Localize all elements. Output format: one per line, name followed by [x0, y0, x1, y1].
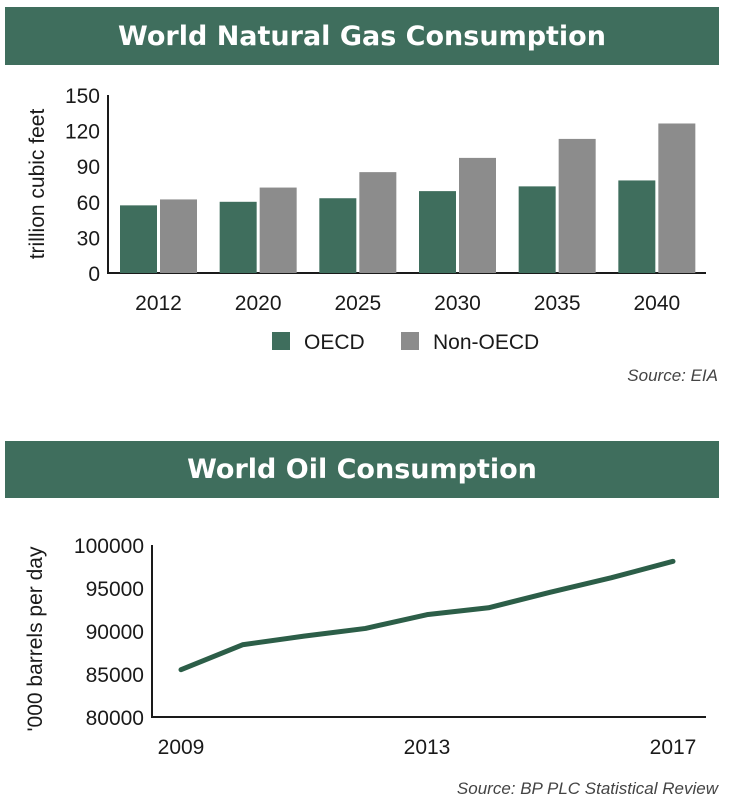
gas-bar-oecd: [618, 180, 656, 273]
legend-non-oecd-label: Non-OECD: [433, 331, 539, 354]
gas-bar-non-oecd: [160, 199, 197, 273]
gas-bar-oecd: [518, 186, 556, 273]
gas-bar-non-oecd: [259, 187, 297, 273]
oil-y-tick-label: 85000: [86, 664, 144, 687]
gas-bar-non-oecd: [459, 157, 496, 273]
gas-x-tick-label: 2025: [334, 292, 381, 315]
gas-bar-oecd: [319, 198, 357, 273]
gas-bar-oecd: [120, 205, 157, 273]
oil-chart-title: World Oil Consumption: [5, 441, 719, 498]
oil-y-tick-label: 95000: [86, 578, 144, 601]
gas-y-tick-label: 90: [77, 156, 100, 179]
legend-non-oecd-swatch: [401, 332, 419, 350]
oil-y-axis-title: '000 barrels per day: [24, 546, 47, 731]
gas-consumption-chart: 0 30 60 90 120 150 trillion cubic feet 2012 2020…: [26, 85, 706, 354]
gas-y-tick-label: 120: [65, 121, 100, 144]
gas-x-tick-label: 2012: [135, 292, 182, 315]
gas-chart-title: World Natural Gas Consumption: [5, 7, 719, 65]
gas-y-axis-title: trillion cubic feet: [26, 109, 49, 260]
gas-source-note: Source: EIA: [627, 366, 718, 385]
gas-x-tick-label: 2035: [534, 292, 581, 315]
gas-x-tick-label: 2040: [633, 292, 680, 315]
oil-source-note: Source: BP PLC Statistical Review: [456, 779, 718, 798]
oil-x-tick-label: 2017: [650, 736, 697, 759]
gas-bar-oecd: [419, 191, 456, 273]
gas-bar-non-oecd: [558, 138, 596, 273]
gas-y-tick-label: 0: [88, 263, 100, 286]
oil-y-tick-label: 80000: [86, 707, 144, 730]
gas-bar-non-oecd: [359, 172, 397, 273]
legend-oecd-label: OECD: [304, 331, 365, 354]
gas-x-tick-label: 2020: [235, 292, 282, 315]
gas-bar-oecd: [219, 201, 257, 273]
gas-y-tick-label: 150: [65, 85, 100, 108]
gas-x-tick-label: 2030: [434, 292, 481, 315]
oil-y-tick-label: 100000: [74, 535, 144, 558]
oil-consumption-line: [178, 558, 676, 673]
gas-y-tick-label: 60: [77, 192, 100, 215]
oil-x-tick-label: 2013: [404, 736, 451, 759]
legend-oecd-swatch: [272, 332, 290, 350]
gas-bar-non-oecd: [658, 123, 696, 273]
oil-x-tick-label: 2009: [158, 736, 205, 759]
oil-y-tick-label: 90000: [86, 621, 144, 644]
gas-y-tick-label: 30: [77, 227, 100, 250]
